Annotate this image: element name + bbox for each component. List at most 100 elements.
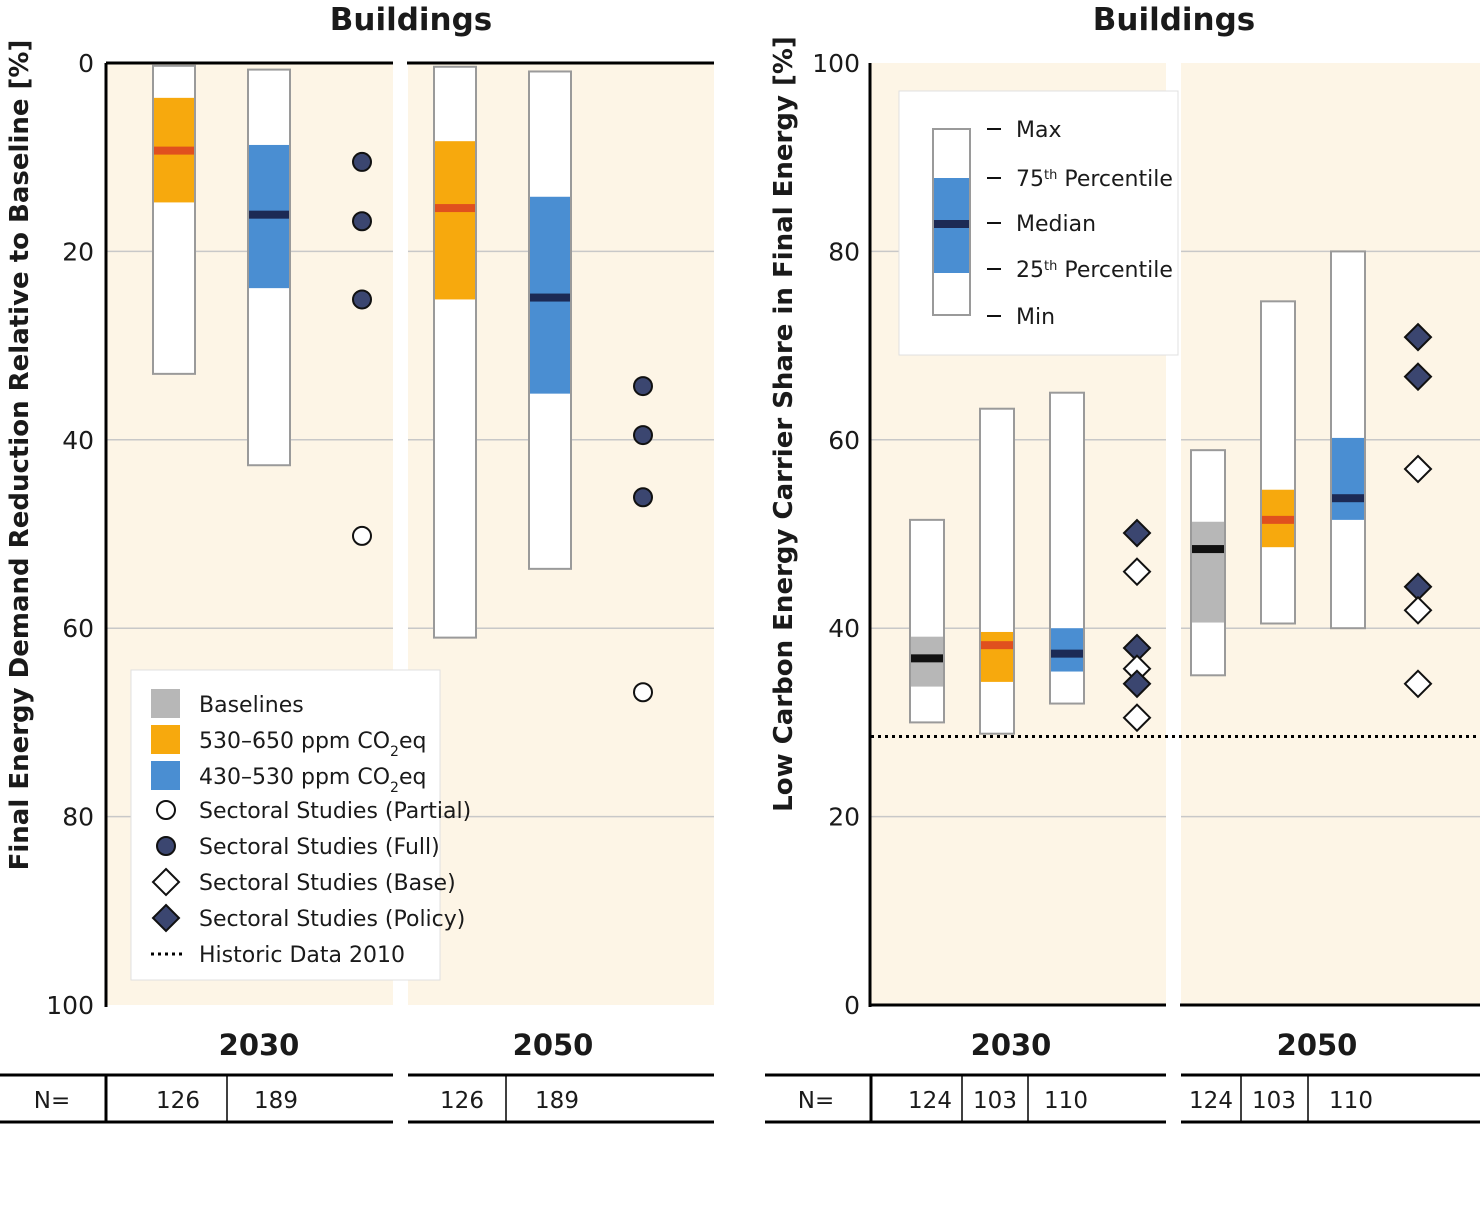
legend-label: 430–530 ppm CO2eq <box>199 765 426 796</box>
box-2030-0 <box>152 64 196 375</box>
study-marker-base <box>1403 595 1433 625</box>
legend-label-sup: th <box>1044 168 1057 183</box>
box-range <box>1260 300 1296 625</box>
legend-label-text: 75 <box>1016 167 1044 192</box>
legend-label-text: Historic Data 2010 <box>199 943 405 968</box>
n-value: 189 <box>254 1088 298 1114</box>
box-2030-1 <box>979 407 1015 735</box>
study-marker-partial <box>352 525 372 546</box>
box-iqr <box>1332 437 1364 520</box>
y-tick-label: 20 <box>62 237 94 266</box>
box-median <box>154 146 194 155</box>
legend-label-text: 430–530 ppm CO <box>199 765 390 790</box>
legend-item-base: Sectoral Studies (Base) <box>151 867 456 897</box>
y-axis-label: Final Energy Demand Reduction Relative t… <box>5 40 35 871</box>
box-range <box>909 518 945 724</box>
study-marker-base <box>1122 557 1152 587</box>
legend-label-text: Min <box>1016 305 1055 330</box>
legend-label-text: Sectoral Studies (Full) <box>199 835 440 860</box>
legend-label: 530–650 ppm CO2eq <box>199 729 426 760</box>
n-value: 103 <box>973 1088 1017 1114</box>
legend-label: Median <box>1016 212 1096 237</box>
study-marker-base <box>1403 454 1433 484</box>
legend-label-text: Sectoral Studies (Policy) <box>199 907 465 932</box>
box-2050-0 <box>433 65 477 639</box>
year-label: 2050 <box>1277 1028 1358 1062</box>
stats-legend-median: Median <box>987 212 1096 237</box>
y-tick-label: 40 <box>828 614 860 643</box>
study-marker-base <box>1122 703 1152 733</box>
n-value: 110 <box>1329 1088 1373 1114</box>
study-marker-policy <box>1122 669 1152 699</box>
legend-label-text: Sectoral Studies (Partial) <box>199 799 471 824</box>
n-value: 126 <box>440 1088 484 1114</box>
legend-label-text: Max <box>1016 118 1061 143</box>
legend-label: Baselines <box>199 693 304 718</box>
legend-label-text: 530–650 ppm CO <box>199 729 390 754</box>
legend-label-suffix: eq <box>399 729 427 754</box>
legend-label-suffix: Percentile <box>1057 258 1173 283</box>
legend-label-sub: 2 <box>390 744 399 760</box>
legend-label: Historic Data 2010 <box>199 943 405 968</box>
box-iqr <box>435 141 475 300</box>
legend-median-bar <box>934 220 969 228</box>
legend-label: Max <box>1016 118 1061 143</box>
year-label: 2030 <box>971 1028 1052 1062</box>
legend-item-partial: Sectoral Studies (Partial) <box>156 799 471 824</box>
legend-item-policy: Sectoral Studies (Policy) <box>151 903 465 933</box>
box-median <box>1051 649 1083 658</box>
study-marker-partial <box>633 682 653 703</box>
n-label: N= <box>798 1088 834 1114</box>
panel-title: Buildings <box>330 2 492 38</box>
legend-label: Sectoral Studies (Base) <box>199 871 456 896</box>
box-iqr <box>981 631 1013 682</box>
legend-item-ppm530_650: 530–650 ppm CO2eq <box>151 725 426 760</box>
n-value: 103 <box>1252 1088 1296 1114</box>
legend-label-suffix: Percentile <box>1057 167 1173 192</box>
stats-legend-max: Max <box>987 118 1061 143</box>
legend-marker <box>151 903 181 933</box>
legend-item-baseline: Baselines <box>151 689 304 718</box>
study-marker-policy <box>1403 322 1433 352</box>
legend-marker <box>151 867 181 897</box>
box-median <box>911 654 943 663</box>
box-2050-1 <box>528 70 572 570</box>
legend-label-suffix: eq <box>399 765 427 790</box>
y-tick-label: 0 <box>78 49 94 78</box>
right-panel: 0 20 40 60 80 100 Buildings Low Carbon Energy C… <box>765 2 1480 1124</box>
study-marker-base <box>1403 669 1433 699</box>
legend-label: Sectoral Studies (Full) <box>199 835 440 860</box>
box-iqr <box>1192 521 1224 623</box>
legend-item-historic: Historic Data 2010 <box>151 943 405 968</box>
study-marker-full <box>633 487 653 508</box>
y-tick-label: 60 <box>62 614 94 643</box>
box-2030-0 <box>909 518 945 724</box>
legend-item-ppm430_530: 430–530 ppm CO2eq <box>151 761 426 796</box>
left-panel: 0 20 40 60 80 100 Buildings Final Energy Demand… <box>0 2 714 1124</box>
y-tick-label: 40 <box>62 426 94 455</box>
y-tick-label: 100 <box>812 49 860 78</box>
legend-label: Sectoral Studies (Partial) <box>199 799 471 824</box>
year-label: 2030 <box>219 1028 300 1062</box>
y-tick-label: 60 <box>828 426 860 455</box>
n-value: 124 <box>908 1088 952 1114</box>
year-label: 2050 <box>513 1028 594 1062</box>
legend-label-sub: 2 <box>390 780 399 796</box>
y-tick-label: 80 <box>62 803 94 832</box>
y-tick-label: 100 <box>46 991 94 1020</box>
legend-label-text: Median <box>1016 212 1096 237</box>
box-range <box>979 407 1015 735</box>
study-marker-full <box>352 151 372 172</box>
n-value: 124 <box>1189 1088 1233 1114</box>
study-marker-policy <box>1403 362 1433 392</box>
legend-marker <box>156 800 176 820</box>
box-2050-2 <box>1330 250 1366 630</box>
legend-label: Sectoral Studies (Policy) <box>199 907 465 932</box>
box-median <box>981 641 1013 650</box>
y-tick-label: 20 <box>828 803 860 832</box>
box-median <box>1192 545 1224 554</box>
legend-label-sup: th <box>1044 259 1057 274</box>
